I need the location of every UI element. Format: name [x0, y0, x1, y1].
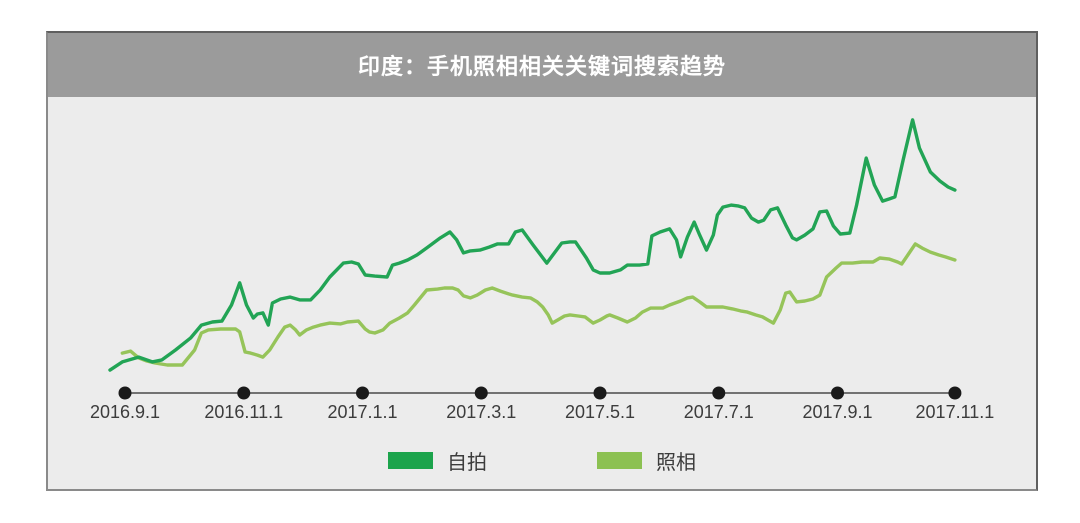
series-line-0 [108, 118, 957, 372]
chart-legend: 自拍 照相 [48, 446, 1036, 475]
axis-dot [593, 386, 607, 400]
axis-dot [948, 386, 962, 400]
axis-dot [831, 386, 845, 400]
legend-label: 照相 [656, 452, 696, 474]
legend-swatch-light-green [597, 452, 642, 469]
chart-title: 印度：手机照相相关关键词搜索趋势 [357, 54, 726, 79]
x-tick-label: 2017.11.1 [916, 402, 995, 422]
axis-dot [118, 386, 132, 400]
chart-header: 印度：手机照相相关关键词搜索趋势 [48, 33, 1036, 97]
line-chart-canvas: 2016.9.1 2016.11.1 2017.1.1 2017.3.1 2017.5.… [90, 118, 995, 422]
legend-item-selfie: 自拍 [388, 446, 487, 475]
legend-label: 自拍 [447, 452, 487, 474]
axis-dot [356, 386, 370, 400]
axis-dot [237, 386, 251, 400]
legend-item-photo: 照相 [597, 446, 696, 475]
x-tick-label: 2016.11.1 [204, 402, 283, 422]
axis-dot [712, 386, 726, 400]
x-tick-label: 2017.7.1 [684, 402, 754, 422]
legend-swatch-dark-green [388, 452, 433, 469]
chart-plot-area: 2016.9.1 2016.11.1 2017.1.1 2017.3.1 2017.5.… [48, 97, 1036, 489]
axis-dot [474, 386, 488, 400]
x-tick-label: 2017.1.1 [327, 402, 397, 422]
chart-panel: 印度：手机照相相关关键词搜索趋势 2016.9.1 2016.11.1 2017.1… [46, 31, 1038, 491]
x-tick-label: 2017.5.1 [565, 402, 635, 422]
x-tick-label: 2017.3.1 [446, 402, 516, 422]
series-line-1 [120, 242, 957, 367]
x-tick-label: 2016.9.1 [90, 402, 160, 422]
x-tick-label: 2017.9.1 [802, 402, 872, 422]
